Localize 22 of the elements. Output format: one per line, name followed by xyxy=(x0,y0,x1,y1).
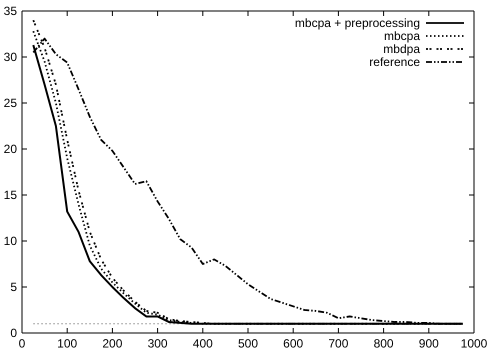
y-tick-label: 15 xyxy=(4,188,18,202)
y-tick-label: 30 xyxy=(4,50,18,64)
y-tick-label: 35 xyxy=(4,4,18,18)
legend-label: reference xyxy=(369,55,420,69)
legend-label: mbcpa xyxy=(384,29,420,43)
x-tick-label: 900 xyxy=(418,336,440,351)
y-tick-label: 10 xyxy=(4,234,18,248)
x-tick-label: 200 xyxy=(102,336,123,351)
y-tick-label: 20 xyxy=(4,142,18,156)
x-tick-label: 1000 xyxy=(460,336,488,351)
x-tick-label: 800 xyxy=(374,336,394,351)
y-tick-label: 5 xyxy=(10,280,18,294)
legend-label: mbcpa + preprocessing xyxy=(294,16,420,30)
x-tick-label: 600 xyxy=(283,336,304,351)
y-tick-label: 0 xyxy=(10,326,18,340)
legend-label: mbdpa xyxy=(383,42,420,56)
x-tick-label: 700 xyxy=(328,336,349,351)
x-tick-label: 500 xyxy=(238,336,258,351)
x-tick-label: 100 xyxy=(57,336,78,351)
y-tick-label: 25 xyxy=(4,96,18,110)
x-tick-label: 300 xyxy=(148,336,168,351)
x-tick-label: 400 xyxy=(192,336,214,351)
